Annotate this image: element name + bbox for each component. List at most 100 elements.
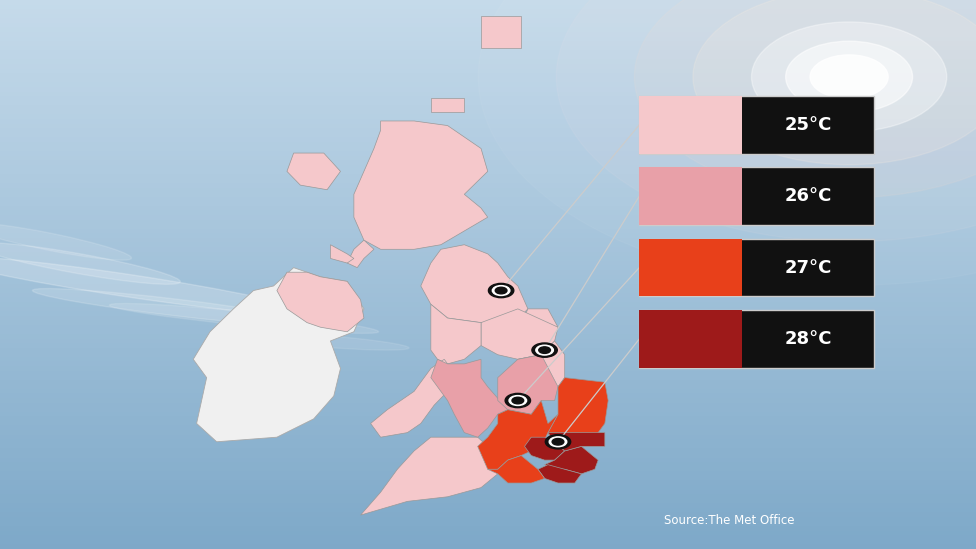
Bar — [0, 247, 976, 251]
Circle shape — [810, 55, 888, 99]
Bar — [0, 425, 976, 430]
Polygon shape — [430, 98, 465, 112]
Bar — [0, 51, 976, 55]
Bar — [0, 197, 976, 201]
Bar — [0, 325, 976, 329]
Bar — [639, 239, 874, 296]
Ellipse shape — [0, 256, 306, 315]
Bar — [0, 9, 976, 14]
Bar — [0, 96, 976, 100]
Bar — [0, 430, 976, 435]
Polygon shape — [548, 433, 605, 451]
Polygon shape — [421, 245, 528, 323]
Bar — [0, 357, 976, 361]
Polygon shape — [548, 378, 608, 451]
Polygon shape — [193, 267, 364, 442]
Bar — [0, 100, 976, 105]
Bar — [0, 334, 976, 339]
Circle shape — [786, 41, 913, 113]
Polygon shape — [347, 240, 374, 267]
Bar — [0, 531, 976, 535]
Bar — [0, 18, 976, 23]
Bar — [0, 174, 976, 178]
Bar — [0, 114, 976, 119]
Ellipse shape — [109, 304, 379, 333]
Bar — [639, 96, 743, 154]
Bar — [0, 298, 976, 302]
Bar — [0, 41, 976, 46]
Bar — [0, 147, 976, 151]
Polygon shape — [481, 309, 558, 359]
Text: 27°C: 27°C — [785, 259, 832, 277]
Ellipse shape — [216, 330, 409, 350]
Bar — [0, 128, 976, 133]
Bar — [0, 206, 976, 210]
Bar — [0, 14, 976, 18]
Polygon shape — [430, 304, 481, 364]
Circle shape — [752, 22, 947, 132]
Bar — [0, 471, 976, 476]
Polygon shape — [518, 341, 565, 401]
Bar — [0, 105, 976, 110]
Bar — [0, 306, 976, 311]
Bar — [0, 339, 976, 343]
Ellipse shape — [0, 223, 132, 260]
Polygon shape — [477, 401, 558, 469]
Polygon shape — [518, 309, 558, 341]
Bar — [0, 348, 976, 352]
Bar — [0, 320, 976, 325]
Bar — [0, 366, 976, 371]
Bar — [0, 224, 976, 229]
Polygon shape — [331, 245, 354, 263]
Polygon shape — [524, 437, 565, 460]
Bar — [0, 78, 976, 82]
Bar — [0, 480, 976, 485]
Polygon shape — [488, 456, 545, 483]
Text: 26°C: 26°C — [785, 187, 832, 205]
Text: 28°C: 28°C — [784, 330, 832, 348]
Bar — [0, 119, 976, 124]
Bar — [0, 238, 976, 243]
Bar — [0, 201, 976, 206]
Circle shape — [539, 347, 550, 354]
Bar — [0, 270, 976, 274]
Bar — [0, 407, 976, 412]
Bar — [0, 169, 976, 174]
Bar — [0, 37, 976, 41]
Bar — [0, 55, 976, 59]
Circle shape — [536, 345, 553, 355]
Circle shape — [552, 439, 564, 445]
Circle shape — [492, 285, 509, 295]
Bar — [0, 0, 976, 4]
Bar — [0, 508, 976, 512]
Bar — [0, 316, 976, 320]
Bar — [0, 371, 976, 375]
Bar — [0, 188, 976, 192]
Bar — [0, 137, 976, 142]
Bar — [0, 110, 976, 114]
Bar — [0, 229, 976, 233]
Bar — [0, 4, 976, 9]
Bar — [0, 32, 976, 37]
Bar — [0, 526, 976, 531]
Text: 25°C: 25°C — [785, 116, 832, 134]
Polygon shape — [498, 355, 558, 414]
Circle shape — [556, 0, 976, 242]
Bar — [0, 453, 976, 457]
Bar — [639, 167, 874, 225]
Bar — [0, 311, 976, 316]
Bar — [0, 494, 976, 498]
Bar — [0, 59, 976, 64]
Bar — [0, 485, 976, 490]
Bar — [0, 151, 976, 155]
Bar — [0, 261, 976, 265]
Bar — [0, 512, 976, 517]
Bar — [0, 522, 976, 526]
Bar — [0, 380, 976, 384]
Polygon shape — [354, 121, 488, 249]
Bar — [0, 82, 976, 87]
Bar — [0, 124, 976, 128]
Bar — [0, 498, 976, 503]
Bar — [0, 435, 976, 439]
Bar — [0, 503, 976, 508]
